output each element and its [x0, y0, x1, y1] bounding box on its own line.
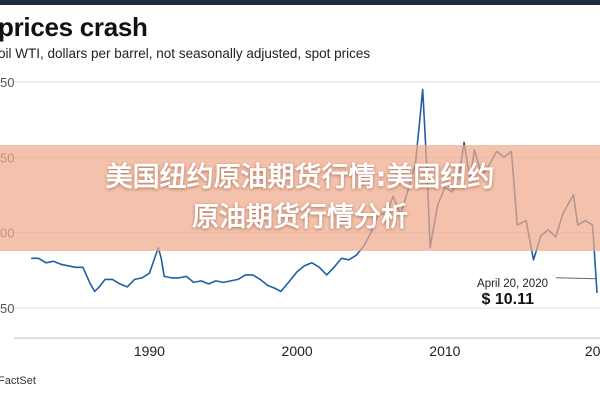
watermark-line-1: 美国纽约原油期货行情:美国纽约 [105, 162, 495, 193]
annotation-line [555, 277, 598, 280]
source-label: FactSet [0, 375, 36, 387]
x-tick-label: 2010 [429, 343, 460, 359]
watermark-text: 美国纽约原油期货行情:美国纽约 原油期货行情分析 [0, 158, 600, 238]
y-tick-label: 50 [0, 75, 14, 90]
chart-title: prices crash [0, 12, 148, 42]
x-tick-label: 2000 [282, 343, 313, 359]
annotation-value: $ 10.11 [482, 291, 535, 308]
x-tick-labels: 1990 2000 2010 20 [134, 343, 600, 359]
x-tick-label: 1990 [134, 343, 165, 359]
top-rule [0, 0, 600, 5]
x-tick-label: 20 [585, 343, 600, 359]
watermark-line-2: 原油期货行情分析 [192, 202, 408, 233]
y-tick-label: 50 [0, 301, 14, 316]
annotation-date: April 20, 2020 [477, 278, 548, 290]
chart-subtitle: oil WTI, dollars per barrel, not seasona… [0, 46, 371, 61]
watermark-banner [0, 145, 600, 251]
